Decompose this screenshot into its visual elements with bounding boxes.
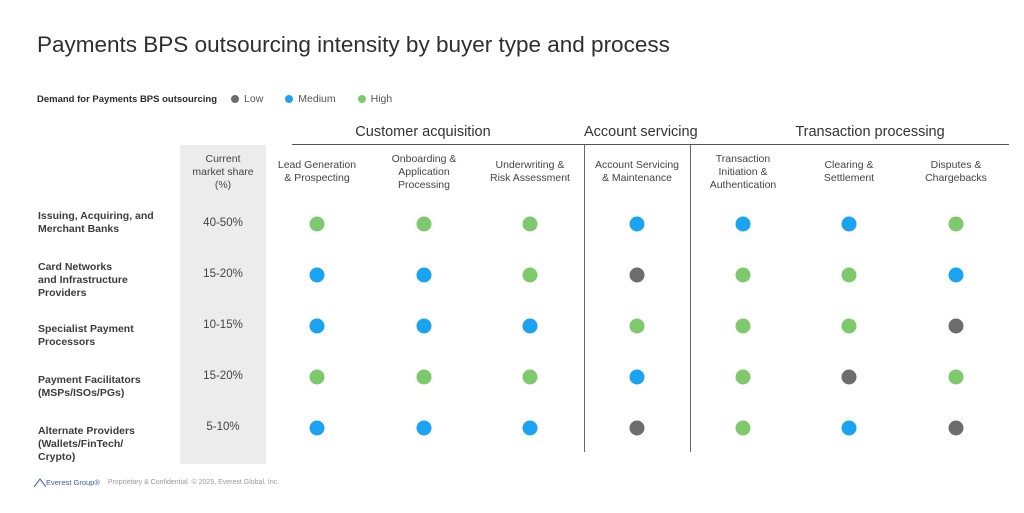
intensity-dot-high [948,369,964,385]
market-share-value: 15-20% [203,268,243,280]
column-header-5: Transaction Initiation & Authentication [691,150,795,194]
intensity-dot-high [735,420,751,436]
intensity-dot-high [948,216,964,232]
column-header-4: Account Servicing & Maintenance [585,150,689,194]
group-header-customer-acquisition: Customer acquisition [355,124,491,140]
logo-text: Everest Group® [46,478,100,487]
column-header-label: Transaction Initiation & Authentication [709,152,777,191]
legend-high-label: High [370,93,393,105]
intensity-dot-low [629,267,645,283]
row-label-1: Issuing, Acquiring, and Merchant Banks [38,210,154,235]
intensity-dot-medium [416,420,432,436]
legend-item-low: Low [231,93,263,105]
market-share-column-background [180,145,266,464]
intensity-dot-high [309,369,325,385]
market-share-value: 5-10% [206,421,240,433]
market-share-header: Current market share (%) [180,150,266,194]
group-divider-2 [690,145,691,452]
legend-high-dot [357,95,366,103]
footer: Everest Group® Proprietary & Confidentia… [34,478,279,487]
legend-title: Demand for Payments BPS outsourcing [37,93,218,105]
market-share-value: 10-15% [203,319,243,331]
intensity-dot-high [629,318,645,334]
intensity-dot-high [841,318,857,334]
intensity-dot-medium [309,420,325,436]
intensity-dot-medium [735,216,751,232]
intensity-dot-high [841,267,857,283]
intensity-dot-high [416,369,432,385]
intensity-dot-low [629,420,645,436]
intensity-dot-medium [629,216,645,232]
market-share-value: 40-50% [203,217,243,229]
mountain-logo-icon [34,478,46,487]
group-header-divider [292,144,1009,145]
legend-item-high: High [357,93,393,105]
intensity-dot-high [735,318,751,334]
intensity-dot-high [522,369,538,385]
group-divider-1 [584,145,585,452]
legend-low-dot [231,95,240,103]
column-header-3: Underwriting & Risk Assessment [478,150,582,194]
intensity-dot-medium [841,420,857,436]
column-header-6: Clearing & Settlement [797,150,901,194]
column-header-label: Onboarding & Application Processing [391,152,457,191]
group-header-account-servicing: Account servicing [584,124,698,140]
intensity-dot-medium [841,216,857,232]
legend-medium-dot [285,95,294,103]
everest-group-logo: Everest Group® [34,478,100,487]
market-share-value: 15-20% [203,370,243,382]
intensity-dot-medium [522,420,538,436]
intensity-dot-low [948,420,964,436]
row-label-4: Payment Facilitators (MSPs/ISOs/PGs) [38,374,141,399]
market-share-header-text: Current market share (%) [192,152,254,191]
legend: Demand for Payments BPS outsourcing Low … [37,92,414,106]
column-header-1: Lead Generation & Prospecting [265,150,369,194]
group-header-transaction-processing: Transaction processing [795,124,945,140]
chart-title: Payments BPS outsourcing intensity by bu… [37,32,670,57]
intensity-dot-low [841,369,857,385]
intensity-dot-medium [309,318,325,334]
intensity-dot-high [309,216,325,232]
intensity-dot-high [735,267,751,283]
footer-copyright: Proprietary & Confidential. © 2025, Ever… [107,479,280,486]
intensity-dot-high [416,216,432,232]
column-header-label: Account Servicing & Maintenance [594,159,680,184]
column-header-2: Onboarding & Application Processing [372,150,476,194]
row-label-5: Alternate Providers (Wallets/FinTech/ Cr… [38,425,135,463]
row-label-2: Card Networks and Infrastructure Provide… [38,261,128,299]
intensity-dot-high [522,216,538,232]
column-header-label: Disputes & Chargebacks [925,159,987,184]
intensity-dot-high [522,267,538,283]
intensity-dot-low [948,318,964,334]
column-header-7: Disputes & Chargebacks [904,150,1008,194]
intensity-dot-medium [629,369,645,385]
column-header-label: Underwriting & Risk Assessment [490,159,570,184]
legend-medium-label: Medium [298,93,336,105]
intensity-dot-high [735,369,751,385]
column-header-label: Lead Generation & Prospecting [277,159,357,184]
legend-low-label: Low [244,93,264,105]
intensity-dot-medium [416,318,432,334]
column-header-label: Clearing & Settlement [823,159,875,184]
row-label-3: Specialist Payment Processors [38,323,134,348]
intensity-dot-medium [309,267,325,283]
legend-item-medium: Medium [285,93,336,105]
intensity-dot-medium [416,267,432,283]
intensity-dot-medium [948,267,964,283]
intensity-dot-medium [522,318,538,334]
